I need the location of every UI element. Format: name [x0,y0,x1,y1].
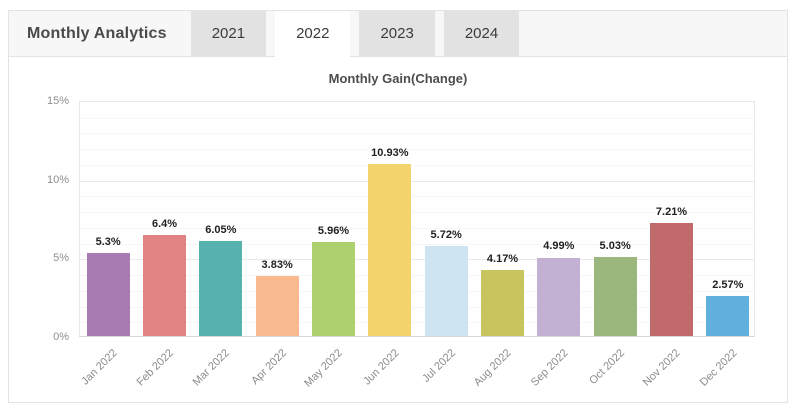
gridline [80,117,754,119]
gridline [80,133,754,135]
bar-aug-2022[interactable] [481,270,524,336]
x-axis-label: Jul 2022 [419,347,458,385]
bar-value-label: 4.99% [543,240,575,253]
monthly-analytics-panel: Monthly Analytics 2021 2022 2023 2024 Mo… [8,10,788,403]
gridline [80,243,754,245]
bar-value-label: 10.93% [371,147,409,160]
x-axis-label: Mar 2022 [190,347,233,389]
bar-apr-2022[interactable] [255,275,299,336]
gridline [80,275,754,277]
chart-title: Monthly Gain(Change) [328,71,468,86]
panel-header: Monthly Analytics 2021 2022 2023 2024 [9,11,787,57]
x-axis-label: Aug 2022 [472,347,514,389]
bar-chart: Monthly Gain(Change) 5.3% 6.4% 6.05% 3.83% 5… [9,57,787,402]
bar-may-2022[interactable] [312,242,355,336]
gridline [80,149,754,151]
gridline [80,290,754,292]
y-axis-tick: 0% [53,331,69,343]
bar-jun-2022[interactable] [368,164,412,336]
gridline [80,180,754,182]
bar-value-label: 5.3% [95,235,121,248]
bar-dec-2022[interactable] [706,295,750,336]
panel-title: Monthly Analytics [9,25,191,43]
tab-2024[interactable]: 2024 [443,11,520,57]
tab-2023[interactable]: 2023 [359,11,435,57]
gridline [80,306,754,308]
gridline [80,227,754,229]
gridline [80,164,754,166]
bar-mar-2022[interactable] [199,240,243,336]
x-axis-label: Apr 2022 [248,347,289,388]
bar-oct-2022[interactable] [593,256,637,336]
bar-value-label: 6.05% [205,223,237,236]
x-axis: Jan 2022 Feb 2022 Mar 2022 Apr 2022 May 2022… [79,343,755,401]
bar-value-label: 5.03% [599,239,631,252]
bar-feb-2022[interactable] [143,235,186,336]
gridline [80,322,754,324]
bar-value-label: 5.96% [317,225,350,238]
bar-jul-2022[interactable] [424,246,468,336]
bar-nov-2022[interactable] [650,222,693,336]
x-axis-label: Nov 2022 [641,347,683,389]
x-axis-label: Dec 2022 [697,347,740,389]
x-axis-label: Feb 2022 [134,347,176,389]
bar-sep-2022[interactable] [537,257,581,336]
tab-2021[interactable]: 2021 [190,11,267,57]
x-axis-label: Oct 2022 [586,347,627,388]
gridline [80,259,754,261]
bar-value-label: 5.72% [430,229,462,241]
x-axis-label: May 2022 [302,347,345,390]
y-axis-tick: 10% [46,173,69,186]
bar-value-label: 2.57% [712,278,744,291]
gridline [80,196,754,198]
plot-area: 5.3% 6.4% 6.05% 3.83% 5.96% 10.93% 5.72% 4.17% 4… [79,101,755,337]
x-axis-label: Jan 2022 [79,347,120,388]
bar-value-label: 6.4% [151,218,178,231]
panel-title-text: Monthly Analytics [27,24,167,42]
x-axis-label: Jun 2022 [360,347,402,388]
x-axis-label: Sep 2022 [528,347,571,389]
bar-value-label: 7.21% [655,205,688,218]
tab-2022[interactable]: 2022 [275,11,351,57]
bar-value-label: 3.83% [261,258,293,271]
bar-jan-2022[interactable] [86,252,130,336]
y-axis-tick: 15% [46,95,69,107]
y-axis-tick: 5% [53,252,69,265]
bar-value-label: 4.17% [486,253,519,266]
gridline [80,212,754,214]
